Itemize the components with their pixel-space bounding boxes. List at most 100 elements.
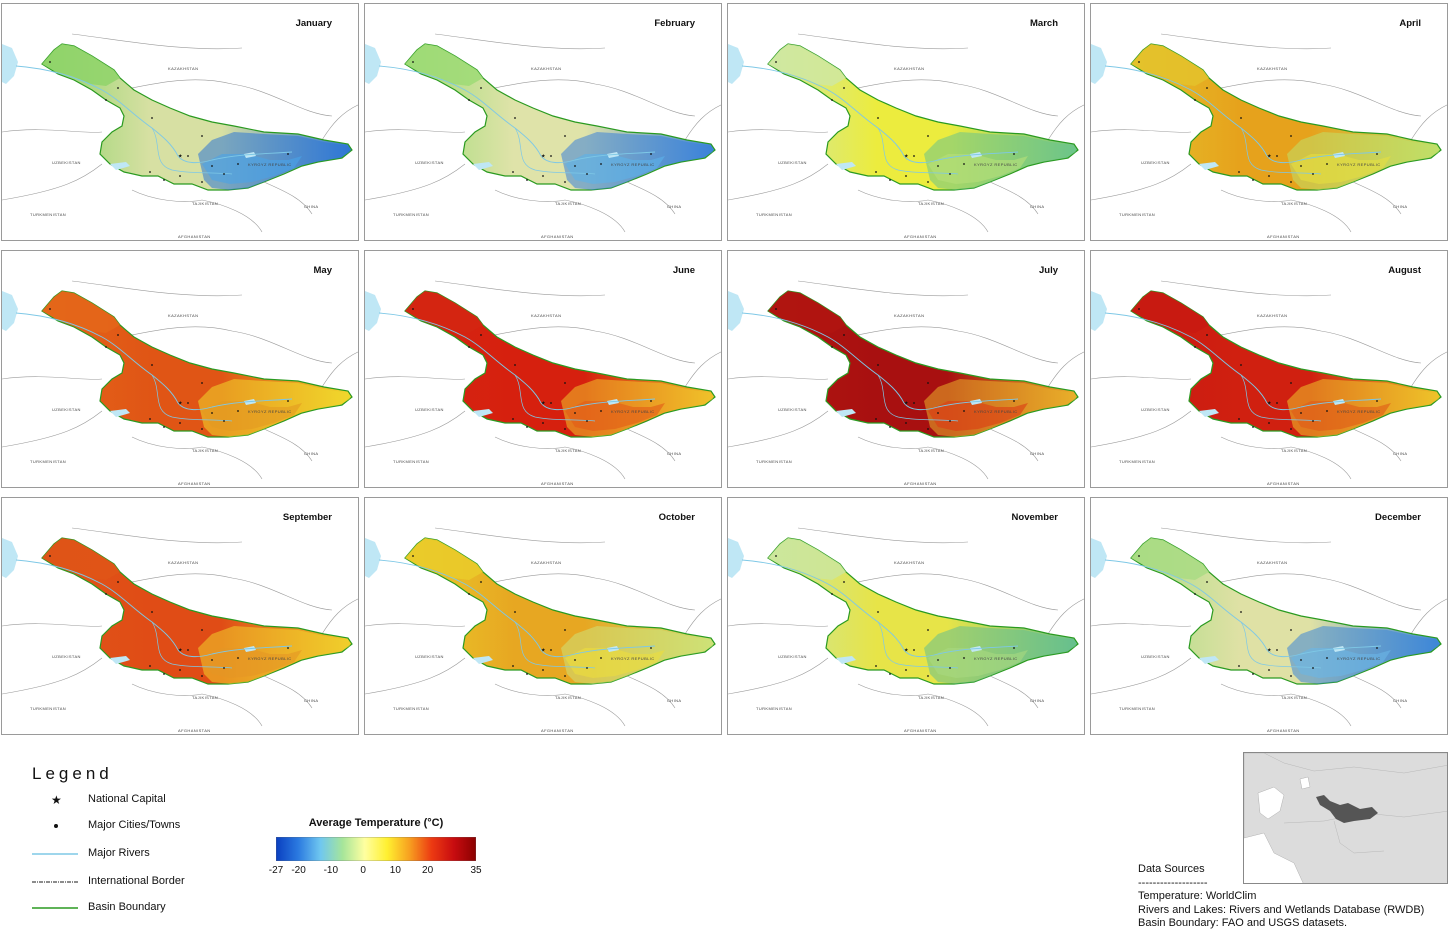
city-marker (875, 418, 877, 420)
city-marker (550, 649, 552, 651)
country-label-kyrgyz: KYRGYZ REPUBLIC (248, 162, 292, 167)
city-marker (201, 135, 203, 137)
city-marker (1290, 428, 1292, 430)
city-marker (831, 346, 833, 348)
city-marker (564, 181, 566, 183)
country-label-kyrgyz: KYRGYZ REPUBLIC (1337, 656, 1381, 661)
city-marker (223, 173, 225, 175)
country-label-afghanistan: AFGHANISTAN (1267, 234, 1300, 239)
city-marker (1376, 153, 1378, 155)
country-label-tajikistan: TAJIKISTAN (192, 201, 218, 206)
city-marker (117, 581, 119, 583)
city-marker (875, 171, 877, 173)
country-label-china: CHINA (1030, 698, 1044, 703)
country-label-kyrgyz: KYRGYZ REPUBLIC (248, 409, 292, 414)
city-marker (937, 659, 939, 661)
city-marker (149, 171, 151, 173)
country-label-kyrgyz: KYRGYZ REPUBLIC (611, 409, 655, 414)
city-marker (223, 667, 225, 669)
country-label-china: CHINA (1393, 698, 1407, 703)
capital-marker: ★ (178, 648, 183, 654)
city-marker (550, 402, 552, 404)
city-marker (564, 382, 566, 384)
country-label-kyrgyz: KYRGYZ REPUBLIC (1337, 162, 1381, 167)
country-label-uzbekistan: UZBEKISTAN (778, 160, 807, 165)
month-label: March (1030, 18, 1058, 29)
country-label-afghanistan: AFGHANISTAN (904, 234, 937, 239)
country-label-afghanistan: AFGHANISTAN (1267, 481, 1300, 486)
country-label-kazakhstan: KAZAKHSTAN (531, 66, 561, 71)
city-marker (889, 426, 891, 428)
city-marker (512, 171, 514, 173)
city-marker (480, 581, 482, 583)
city-marker (1290, 382, 1292, 384)
city-marker (211, 659, 213, 661)
legend-label: Major Cities/Towns (88, 819, 181, 831)
city-marker (1194, 346, 1196, 348)
country-label-china: CHINA (1393, 204, 1407, 209)
city-marker (1194, 99, 1196, 101)
city-marker (963, 410, 965, 412)
city-marker (1326, 163, 1328, 165)
city-marker (105, 99, 107, 101)
data-source-temperature: Temperature: WorldClim (1138, 890, 1257, 902)
city-marker (905, 669, 907, 671)
city-marker (480, 87, 482, 89)
map-panel-september: ★ KAZAKHSTAN UZBEKISTAN TURKMENISTAN TAJIKIS… (1, 497, 359, 735)
svg-text:★: ★ (51, 793, 62, 807)
colorbar-tick: 20 (422, 865, 434, 876)
country-label-kazakhstan: KAZAKHSTAN (1257, 66, 1287, 71)
city-marker (526, 673, 528, 675)
city-marker (937, 165, 939, 167)
country-label-turkmenistan: TURKMENISTAN (30, 459, 66, 464)
data-sources-separator: ------------------- (1138, 876, 1208, 889)
city-marker (526, 179, 528, 181)
city-marker (1238, 171, 1240, 173)
legend-title: Legend (32, 764, 113, 783)
country-label-china: CHINA (304, 451, 318, 456)
map-panel-october: ★ KAZAKHSTAN UZBEKISTAN TURKMENISTAN TAJIKIS… (364, 497, 722, 735)
data-source-rivers: Rivers and Lakes: Rivers and Wetlands Da… (1138, 903, 1425, 916)
city-marker (1013, 647, 1015, 649)
city-marker (877, 611, 879, 613)
country-label-tajikistan: TAJIKISTAN (918, 695, 944, 700)
country-label-afghanistan: AFGHANISTAN (1267, 728, 1300, 733)
locator-inset-map (1243, 752, 1448, 884)
country-label-kazakhstan: KAZAKHSTAN (168, 66, 198, 71)
city-marker (1376, 400, 1378, 402)
city-marker (542, 175, 544, 177)
country-label-kyrgyz: KYRGYZ REPUBLIC (248, 656, 292, 661)
country-label-china: CHINA (304, 698, 318, 703)
city-marker (1240, 611, 1242, 613)
map-panel-june: ★ KAZAKHSTAN UZBEKISTAN TURKMENISTAN TAJIKIS… (364, 250, 722, 488)
city-marker (1138, 555, 1140, 557)
country-label-uzbekistan: UZBEKISTAN (1141, 160, 1170, 165)
country-label-uzbekistan: UZBEKISTAN (778, 407, 807, 412)
country-label-tajikistan: TAJIKISTAN (918, 448, 944, 453)
city-marker (151, 117, 153, 119)
city-marker (1252, 673, 1254, 675)
country-label-turkmenistan: TURKMENISTAN (393, 212, 429, 217)
city-marker (775, 308, 777, 310)
city-marker (223, 420, 225, 422)
capital-marker: ★ (904, 648, 909, 654)
city-marker (564, 629, 566, 631)
city-marker (1194, 593, 1196, 595)
colorbar-tick: -27 (268, 865, 284, 876)
country-label-turkmenistan: TURKMENISTAN (1119, 706, 1155, 711)
country-label-kazakhstan: KAZAKHSTAN (894, 66, 924, 71)
city-marker (775, 555, 777, 557)
country-label-turkmenistan: TURKMENISTAN (756, 459, 792, 464)
map-panel-august: ★ KAZAKHSTAN UZBEKISTAN TURKMENISTAN TAJIKIS… (1090, 250, 1448, 488)
city-marker (468, 346, 470, 348)
capital-marker: ★ (541, 154, 546, 160)
capital-marker: ★ (541, 648, 546, 654)
city-marker (963, 657, 965, 659)
country-label-tajikistan: TAJIKISTAN (918, 201, 944, 206)
month-label: May (313, 265, 332, 276)
city-marker (927, 629, 929, 631)
city-marker (514, 611, 516, 613)
city-marker (574, 165, 576, 167)
month-label: September (282, 512, 332, 523)
capital-marker: ★ (541, 401, 546, 407)
